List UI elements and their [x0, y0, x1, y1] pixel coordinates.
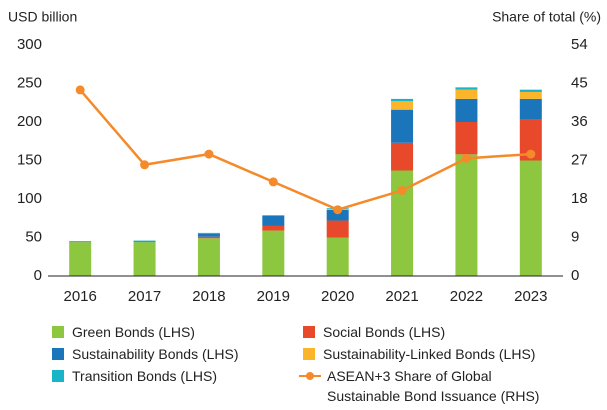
- bar-segment: [455, 98, 478, 122]
- y2-tick-label: 45: [571, 74, 588, 91]
- legend-label: Sustainability-Linked Bonds (LHS): [323, 346, 536, 362]
- y-tick-label: 0: [34, 267, 42, 284]
- legend-swatch: [52, 348, 64, 360]
- bar-segment: [326, 237, 349, 276]
- legend-item: ASEAN+3 Share of Global Sustainable Bond…: [299, 366, 562, 406]
- legend-swatch: [303, 348, 315, 360]
- y2-axis-label: Share of total (%): [492, 9, 601, 25]
- legend-swatch: [303, 326, 315, 338]
- bar-segment: [69, 241, 92, 243]
- y2-tick-label: 18: [571, 190, 588, 207]
- bar-segment: [262, 225, 285, 231]
- y-tick-label: 50: [25, 228, 42, 245]
- x-tick-label: 2019: [257, 288, 290, 305]
- bar-segment: [133, 240, 156, 242]
- legend-swatch: [52, 326, 64, 338]
- y-tick-label: 150: [17, 151, 42, 168]
- bar-segment: [69, 242, 92, 276]
- y2-tick-label: 9: [571, 228, 579, 245]
- legend-label: ASEAN+3 Share of Global Sustainable Bond…: [327, 368, 540, 404]
- line-marker: [204, 149, 214, 159]
- bar-segment: [262, 230, 285, 276]
- bar-segment: [262, 215, 285, 226]
- bar-segment: [197, 238, 220, 276]
- legend-item: Transition Bonds (LHS): [52, 366, 217, 386]
- legend-item: Green Bonds (LHS): [52, 322, 195, 342]
- line-marker: [333, 205, 343, 215]
- legend-label: Green Bonds (LHS): [72, 324, 195, 340]
- bar-segment: [133, 241, 156, 243]
- line-marker: [461, 153, 471, 163]
- line-marker: [268, 177, 278, 187]
- bar-segment: [133, 242, 156, 276]
- y-axis-label: USD billion: [8, 9, 77, 25]
- line-marker: [140, 160, 150, 170]
- legend-swatch: [52, 370, 64, 382]
- bar-segment: [262, 215, 285, 216]
- y2-tick-label: 0: [571, 267, 579, 284]
- legend-label: Transition Bonds (LHS): [72, 368, 217, 384]
- legend-swatch: [299, 370, 321, 382]
- bar-segment: [519, 89, 542, 92]
- line-marker: [75, 85, 85, 95]
- x-tick-label: 2016: [64, 288, 97, 305]
- bar-segment: [455, 122, 478, 155]
- x-tick-label: 2020: [321, 288, 354, 305]
- bar-segment: [197, 233, 220, 237]
- bar-segment: [455, 154, 478, 276]
- bar-segment: [326, 220, 349, 238]
- line-marker: [526, 149, 536, 159]
- bar-segment: [519, 119, 542, 161]
- bar-segment: [519, 98, 542, 120]
- y2-tick-label: 27: [571, 151, 588, 168]
- bar-segment: [391, 142, 414, 171]
- x-tick-label: 2017: [128, 288, 161, 305]
- bar-segment: [455, 89, 478, 99]
- x-tick-label: 2018: [192, 288, 225, 305]
- y-tick-label: 250: [17, 74, 42, 91]
- y-tick-label: 300: [17, 36, 42, 53]
- legend-label: Social Bonds (LHS): [323, 324, 446, 340]
- legend-item: Sustainability-Linked Bonds (LHS): [303, 344, 535, 364]
- y-tick-label: 200: [17, 113, 42, 130]
- line: [79, 89, 531, 212]
- legend-item: Sustainability Bonds (LHS): [52, 344, 239, 364]
- bar-segment: [197, 236, 220, 239]
- bar-segment: [197, 232, 220, 234]
- bar-segment: [391, 98, 414, 102]
- bar-segment: [391, 170, 414, 276]
- bar-segment: [455, 87, 478, 90]
- legend-item: Social Bonds (LHS): [303, 322, 445, 342]
- line-marker: [397, 185, 407, 195]
- y2-tick-label: 36: [571, 113, 588, 130]
- bar-segment: [391, 101, 414, 110]
- bar-segment: [326, 209, 349, 221]
- bar-segment: [519, 91, 542, 99]
- y-tick-label: 100: [17, 190, 42, 207]
- y2-tick-label: 54: [571, 36, 588, 53]
- x-tick-label: 2023: [514, 288, 547, 305]
- x-tick-label: 2022: [450, 288, 483, 305]
- legend-label: Sustainability Bonds (LHS): [72, 346, 239, 362]
- bar-segment: [519, 160, 542, 276]
- x-tick-label: 2021: [385, 288, 418, 305]
- bar-segment: [391, 109, 414, 143]
